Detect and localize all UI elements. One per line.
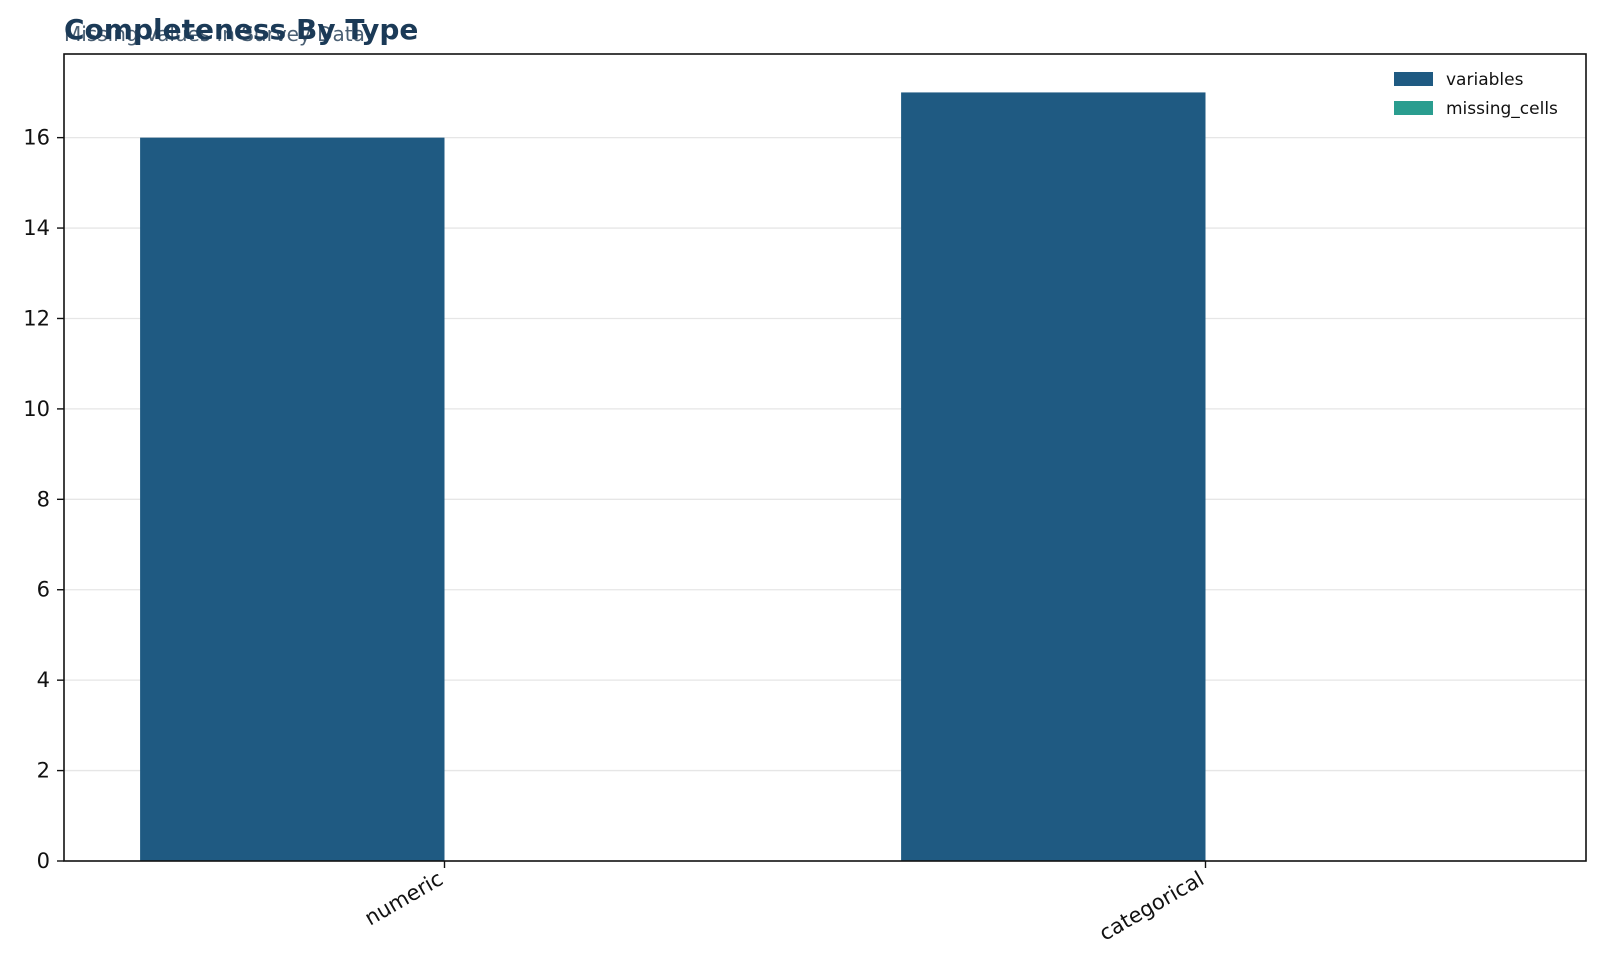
legend-label-variables: variables: [1446, 70, 1524, 90]
bar-variables-categorical: [901, 92, 1206, 861]
y-tick-label-1: 2: [37, 759, 50, 783]
y-tick-label-0: 0: [37, 849, 50, 873]
legend-swatch-variables: [1394, 72, 1433, 86]
bar-variables-numeric: [140, 137, 445, 861]
bars: [140, 92, 1206, 861]
x-axis: numeric categorical: [361, 861, 1208, 946]
plot-frame: [63, 53, 1587, 862]
legend-swatch-missing_cells: [1394, 101, 1433, 115]
y-tick-label-8: 16: [23, 126, 50, 150]
y-tick-label-5: 10: [23, 397, 50, 421]
x-tick-label-numeric: numeric: [361, 867, 447, 931]
chart-title: Completeness By Type: [64, 13, 418, 46]
x-tick-label-categorical: categorical: [1095, 867, 1208, 946]
y-tick-label-4: 8: [37, 487, 50, 511]
legend-label-missing_cells: missing_cells: [1446, 99, 1558, 119]
y-tick-label-7: 14: [23, 216, 50, 240]
y-axis: 0 2 4 6 8 10 12 14 16: [23, 126, 64, 873]
chart-subtitle: Missing Values in Survey Data: [64, 22, 365, 46]
y-tick-label-3: 6: [37, 578, 50, 602]
y-tick-label-2: 4: [37, 668, 50, 692]
legend: variables missing_cells: [1394, 70, 1558, 119]
y-tick-label-6: 12: [23, 306, 50, 330]
